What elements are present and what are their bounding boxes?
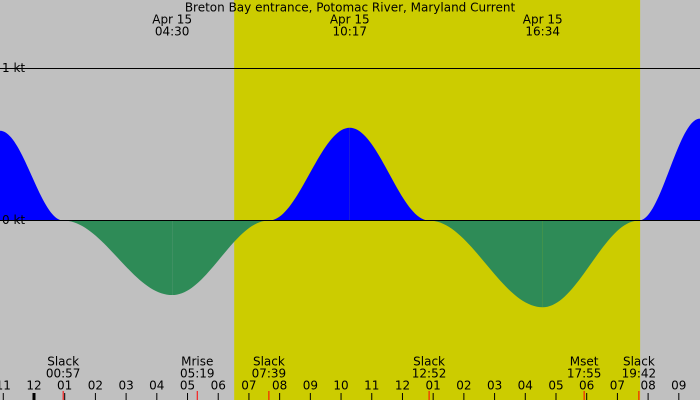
x-tick-label: 06 xyxy=(211,379,226,393)
current-area xyxy=(349,127,430,221)
x-tick-label: 12 xyxy=(26,379,41,393)
event-label: Slack xyxy=(413,355,445,369)
x-tick-label: 04 xyxy=(518,379,533,393)
x-tick-label: 11 xyxy=(0,379,11,393)
event-label: Mrise xyxy=(181,355,213,369)
current-area xyxy=(429,220,543,308)
x-tick-label: 04 xyxy=(149,379,164,393)
current-area xyxy=(638,118,700,221)
extreme-time: 10:17 xyxy=(332,25,367,39)
x-tick-label: 05 xyxy=(548,379,563,393)
x-tick-label: 02 xyxy=(456,379,471,393)
extreme-date: Apr 15 xyxy=(330,13,370,27)
x-tick-label: 08 xyxy=(272,379,287,393)
event-time: 00:57 xyxy=(46,367,81,381)
event-label: Slack xyxy=(623,355,655,369)
x-tick-label: 12 xyxy=(395,379,410,393)
chart-title: Breton Bay entrance, Potomac River, Mary… xyxy=(185,1,516,15)
event-time: 05:19 xyxy=(180,367,215,381)
event-time: 17:55 xyxy=(567,367,602,381)
x-tick-label: 03 xyxy=(118,379,133,393)
x-tick-label: 11 xyxy=(364,379,379,393)
extreme-date: Apr 15 xyxy=(152,13,192,27)
event-label: Mset xyxy=(570,355,599,369)
current-area xyxy=(0,130,64,221)
x-tick-label: 07 xyxy=(610,379,625,393)
event-label: Slack xyxy=(253,355,285,369)
x-tick-label: 09 xyxy=(303,379,318,393)
y-tick-label: 0 kt xyxy=(2,213,25,227)
current-area xyxy=(542,220,639,308)
event-time: 12:52 xyxy=(412,367,447,381)
event-time: 19:42 xyxy=(622,367,657,381)
x-tick-label: 08 xyxy=(640,379,655,393)
x-tick-label: 06 xyxy=(579,379,594,393)
current-area xyxy=(63,220,173,296)
x-tick-label: 01 xyxy=(426,379,441,393)
x-tick-label: 05 xyxy=(180,379,195,393)
extreme-date: Apr 15 xyxy=(523,13,563,27)
current-area xyxy=(172,220,269,296)
current-area xyxy=(268,127,350,221)
extreme-time: 16:34 xyxy=(525,25,560,39)
x-tick-label: 10 xyxy=(333,379,348,393)
x-tick-label: 02 xyxy=(88,379,103,393)
y-tick-label: 1 kt xyxy=(2,61,25,75)
event-label: Slack xyxy=(47,355,79,369)
extreme-time: 04:30 xyxy=(155,25,190,39)
x-tick-label: 03 xyxy=(487,379,502,393)
event-time: 07:39 xyxy=(252,367,287,381)
x-tick-label: 01 xyxy=(57,379,72,393)
x-tick-label: 09 xyxy=(671,379,686,393)
x-tick-label: 07 xyxy=(241,379,256,393)
